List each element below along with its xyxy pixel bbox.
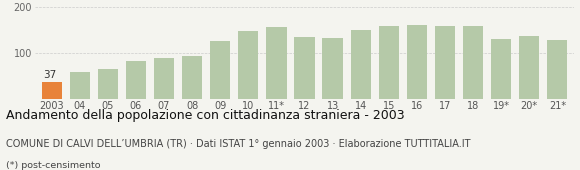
Text: Andamento della popolazione con cittadinanza straniera - 2003: Andamento della popolazione con cittadin… <box>6 109 404 122</box>
Bar <box>182 56 202 99</box>
Bar <box>266 28 287 99</box>
Bar <box>379 26 399 99</box>
Bar <box>463 26 483 99</box>
Bar <box>70 72 90 99</box>
Text: (*) post-censimento: (*) post-censimento <box>6 162 100 170</box>
Bar <box>295 37 314 99</box>
Bar <box>435 26 455 99</box>
Bar <box>548 40 567 99</box>
Bar <box>154 58 174 99</box>
Bar <box>407 25 427 99</box>
Bar <box>238 31 259 99</box>
Bar <box>98 69 118 99</box>
Bar <box>322 38 343 99</box>
Bar <box>491 39 512 99</box>
Text: 37: 37 <box>44 70 57 80</box>
Bar <box>210 41 230 99</box>
Bar <box>350 30 371 99</box>
Bar <box>42 82 61 99</box>
Text: COMUNE DI CALVI DELL’UMBRIA (TR) · Dati ISTAT 1° gennaio 2003 · Elaborazione TUT: COMUNE DI CALVI DELL’UMBRIA (TR) · Dati … <box>6 139 470 149</box>
Bar <box>126 61 146 99</box>
Bar <box>519 36 539 99</box>
